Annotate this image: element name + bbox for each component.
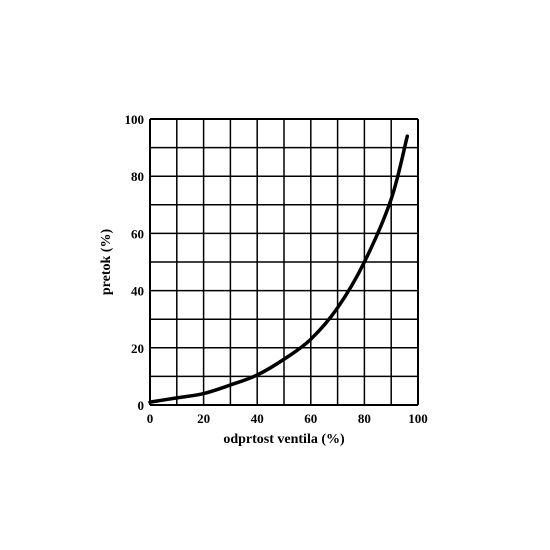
y-tick-labels: 0 20 40 60 80 100 bbox=[125, 112, 145, 413]
x-tick-label: 40 bbox=[251, 411, 264, 426]
y-tick-label: 0 bbox=[138, 398, 145, 413]
y-tick-label: 60 bbox=[131, 226, 144, 241]
y-tick-label: 20 bbox=[131, 341, 144, 356]
x-tick-label: 80 bbox=[358, 411, 371, 426]
y-axis-label: pretok (%) bbox=[99, 229, 114, 296]
series-layer bbox=[148, 134, 410, 404]
x-axis-label: odprtost ventila (%) bbox=[223, 432, 345, 447]
x-tick-label: 20 bbox=[197, 411, 210, 426]
x-tick-labels: 0 20 40 60 80 100 bbox=[147, 411, 428, 426]
y-tick-label: 80 bbox=[131, 169, 144, 184]
y-tick-label: 40 bbox=[131, 284, 144, 299]
x-tick-label: 100 bbox=[408, 411, 428, 426]
y-tick-label: 100 bbox=[125, 112, 145, 127]
series-line bbox=[148, 134, 410, 404]
x-tick-label: 60 bbox=[304, 411, 317, 426]
grid bbox=[149, 118, 419, 406]
x-tick-label: 0 bbox=[147, 411, 154, 426]
